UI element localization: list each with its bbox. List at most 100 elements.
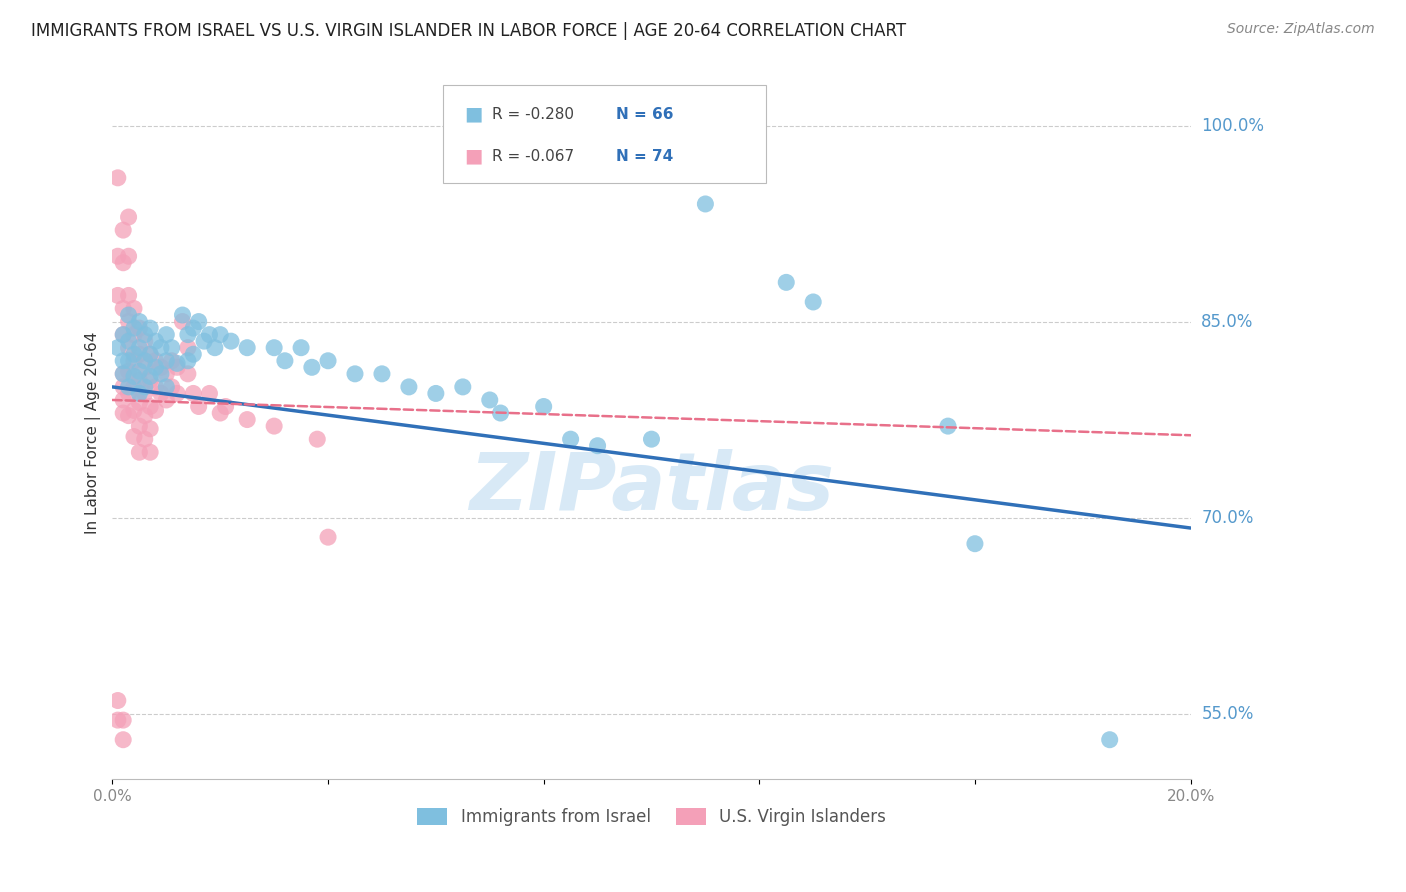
Text: N = 66: N = 66 xyxy=(616,107,673,121)
Point xyxy=(187,400,209,414)
Text: ■: ■ xyxy=(464,104,482,124)
Point xyxy=(117,334,139,348)
Point xyxy=(695,197,717,211)
Point xyxy=(117,315,139,329)
Point xyxy=(107,249,129,263)
Text: 55.0%: 55.0% xyxy=(1201,705,1254,723)
Point xyxy=(134,386,156,401)
Point xyxy=(117,364,139,378)
Point xyxy=(107,713,129,727)
Point xyxy=(160,353,183,368)
Point xyxy=(128,395,150,409)
Point xyxy=(128,364,150,378)
Point xyxy=(128,341,150,355)
Point xyxy=(425,386,447,401)
Point xyxy=(177,353,200,368)
Point xyxy=(134,334,156,348)
Point xyxy=(112,256,135,270)
Point xyxy=(155,392,177,407)
Point xyxy=(122,321,145,335)
Text: R = -0.067: R = -0.067 xyxy=(492,149,574,163)
Y-axis label: In Labor Force | Age 20-64: In Labor Force | Age 20-64 xyxy=(86,332,101,533)
Point xyxy=(1098,732,1121,747)
Point xyxy=(193,334,215,348)
Point xyxy=(122,369,145,384)
Point xyxy=(155,367,177,381)
Point xyxy=(117,341,139,355)
Text: 85.0%: 85.0% xyxy=(1201,312,1254,331)
Point xyxy=(209,327,232,342)
Point xyxy=(181,386,204,401)
Point xyxy=(775,276,797,290)
Legend: Immigrants from Israel, U.S. Virgin Islanders: Immigrants from Israel, U.S. Virgin Isla… xyxy=(411,801,893,833)
Point xyxy=(139,400,162,414)
Point xyxy=(149,386,172,401)
Point xyxy=(134,380,156,394)
Point xyxy=(181,347,204,361)
Point xyxy=(145,403,167,417)
Point xyxy=(107,170,129,185)
Point xyxy=(160,380,183,394)
Point xyxy=(936,419,959,434)
Point xyxy=(263,341,285,355)
Point xyxy=(117,308,139,322)
Point xyxy=(145,334,167,348)
Point xyxy=(112,367,135,381)
Point xyxy=(145,360,167,375)
Text: 100.0%: 100.0% xyxy=(1201,117,1264,135)
Point xyxy=(134,432,156,446)
Point xyxy=(139,373,162,387)
Point xyxy=(149,341,172,355)
Point xyxy=(128,419,150,434)
Point xyxy=(801,295,824,310)
Point xyxy=(198,327,221,342)
Point xyxy=(112,392,135,407)
Point xyxy=(139,422,162,436)
Point xyxy=(107,693,129,707)
Point xyxy=(117,386,139,401)
Point xyxy=(166,386,188,401)
Point xyxy=(181,321,204,335)
Point xyxy=(128,445,150,459)
Point xyxy=(112,327,135,342)
Point xyxy=(640,432,662,446)
Point xyxy=(112,327,135,342)
Point xyxy=(112,380,135,394)
Point xyxy=(478,392,501,407)
Point xyxy=(139,369,162,384)
Point xyxy=(134,353,156,368)
Point xyxy=(122,347,145,361)
Point xyxy=(122,327,145,342)
Point xyxy=(236,412,259,426)
Point xyxy=(117,353,139,368)
Point xyxy=(198,386,221,401)
Point xyxy=(214,400,236,414)
Point xyxy=(139,321,162,335)
Point xyxy=(316,353,339,368)
Point xyxy=(177,327,200,342)
Point xyxy=(187,315,209,329)
Point xyxy=(134,360,156,375)
Point xyxy=(274,353,297,368)
Point xyxy=(112,406,135,420)
Point xyxy=(107,288,129,302)
Point xyxy=(128,373,150,387)
Point xyxy=(166,356,188,370)
Point xyxy=(560,432,582,446)
Point xyxy=(316,530,339,544)
Point xyxy=(139,347,162,361)
Point xyxy=(117,380,139,394)
Point xyxy=(122,353,145,368)
Point xyxy=(139,347,162,361)
Point xyxy=(155,380,177,394)
Point xyxy=(122,429,145,443)
Point xyxy=(122,403,145,417)
Point xyxy=(371,367,394,381)
Point xyxy=(112,301,135,316)
Point xyxy=(128,347,150,361)
Point xyxy=(117,409,139,423)
Text: Source: ZipAtlas.com: Source: ZipAtlas.com xyxy=(1227,22,1375,37)
Point xyxy=(117,210,139,224)
Text: IMMIGRANTS FROM ISRAEL VS U.S. VIRGIN ISLANDER IN LABOR FORCE | AGE 20-64 CORREL: IMMIGRANTS FROM ISRAEL VS U.S. VIRGIN IS… xyxy=(31,22,905,40)
Point xyxy=(112,713,135,727)
